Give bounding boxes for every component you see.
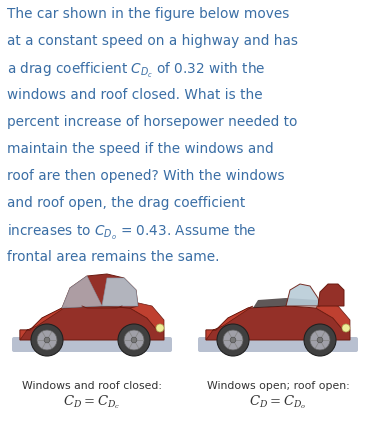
- Polygon shape: [102, 278, 138, 306]
- Circle shape: [31, 324, 63, 356]
- Circle shape: [230, 337, 236, 343]
- FancyBboxPatch shape: [12, 337, 172, 352]
- Circle shape: [44, 337, 50, 343]
- Polygon shape: [316, 302, 350, 330]
- Polygon shape: [206, 306, 253, 340]
- Text: increases to $C_{D_o}$ = 0.43. Assume the: increases to $C_{D_o}$ = 0.43. Assume th…: [7, 223, 257, 242]
- Circle shape: [342, 324, 350, 332]
- Circle shape: [131, 337, 137, 343]
- Polygon shape: [62, 276, 102, 308]
- Text: percent increase of horsepower needed to: percent increase of horsepower needed to: [7, 115, 297, 129]
- Text: roof are then opened? With the windows: roof are then opened? With the windows: [7, 169, 285, 183]
- Circle shape: [156, 324, 164, 332]
- Circle shape: [37, 330, 57, 350]
- Polygon shape: [206, 306, 350, 340]
- Text: a drag coefficient $C_{D_c}$ of 0.32 with the: a drag coefficient $C_{D_c}$ of 0.32 wit…: [7, 61, 266, 80]
- Text: $C_D = C_{D_c}$: $C_D = C_{D_c}$: [64, 393, 120, 410]
- Circle shape: [310, 330, 330, 350]
- Polygon shape: [286, 284, 320, 306]
- Text: The car shown in the figure below moves: The car shown in the figure below moves: [7, 7, 289, 21]
- Text: Windows open; roof open:: Windows open; roof open:: [206, 381, 349, 391]
- Circle shape: [304, 324, 336, 356]
- FancyBboxPatch shape: [198, 337, 358, 352]
- Polygon shape: [20, 306, 164, 340]
- Text: Windows and roof closed:: Windows and roof closed:: [22, 381, 162, 391]
- Text: $C_D = C_{D_o}$: $C_D = C_{D_o}$: [249, 393, 307, 410]
- Polygon shape: [318, 284, 344, 306]
- Circle shape: [118, 324, 150, 356]
- Text: windows and roof closed. What is the: windows and roof closed. What is the: [7, 88, 263, 102]
- Polygon shape: [130, 302, 164, 330]
- Text: and roof open, the drag coefficient: and roof open, the drag coefficient: [7, 196, 245, 210]
- Polygon shape: [20, 306, 67, 340]
- Text: at a constant speed on a highway and has: at a constant speed on a highway and has: [7, 34, 298, 48]
- Circle shape: [317, 337, 323, 343]
- Text: frontal area remains the same.: frontal area remains the same.: [7, 250, 220, 264]
- Polygon shape: [62, 274, 138, 308]
- Circle shape: [223, 330, 243, 350]
- Text: maintain the speed if the windows and: maintain the speed if the windows and: [7, 142, 274, 156]
- Circle shape: [217, 324, 249, 356]
- Circle shape: [124, 330, 144, 350]
- Polygon shape: [253, 298, 318, 308]
